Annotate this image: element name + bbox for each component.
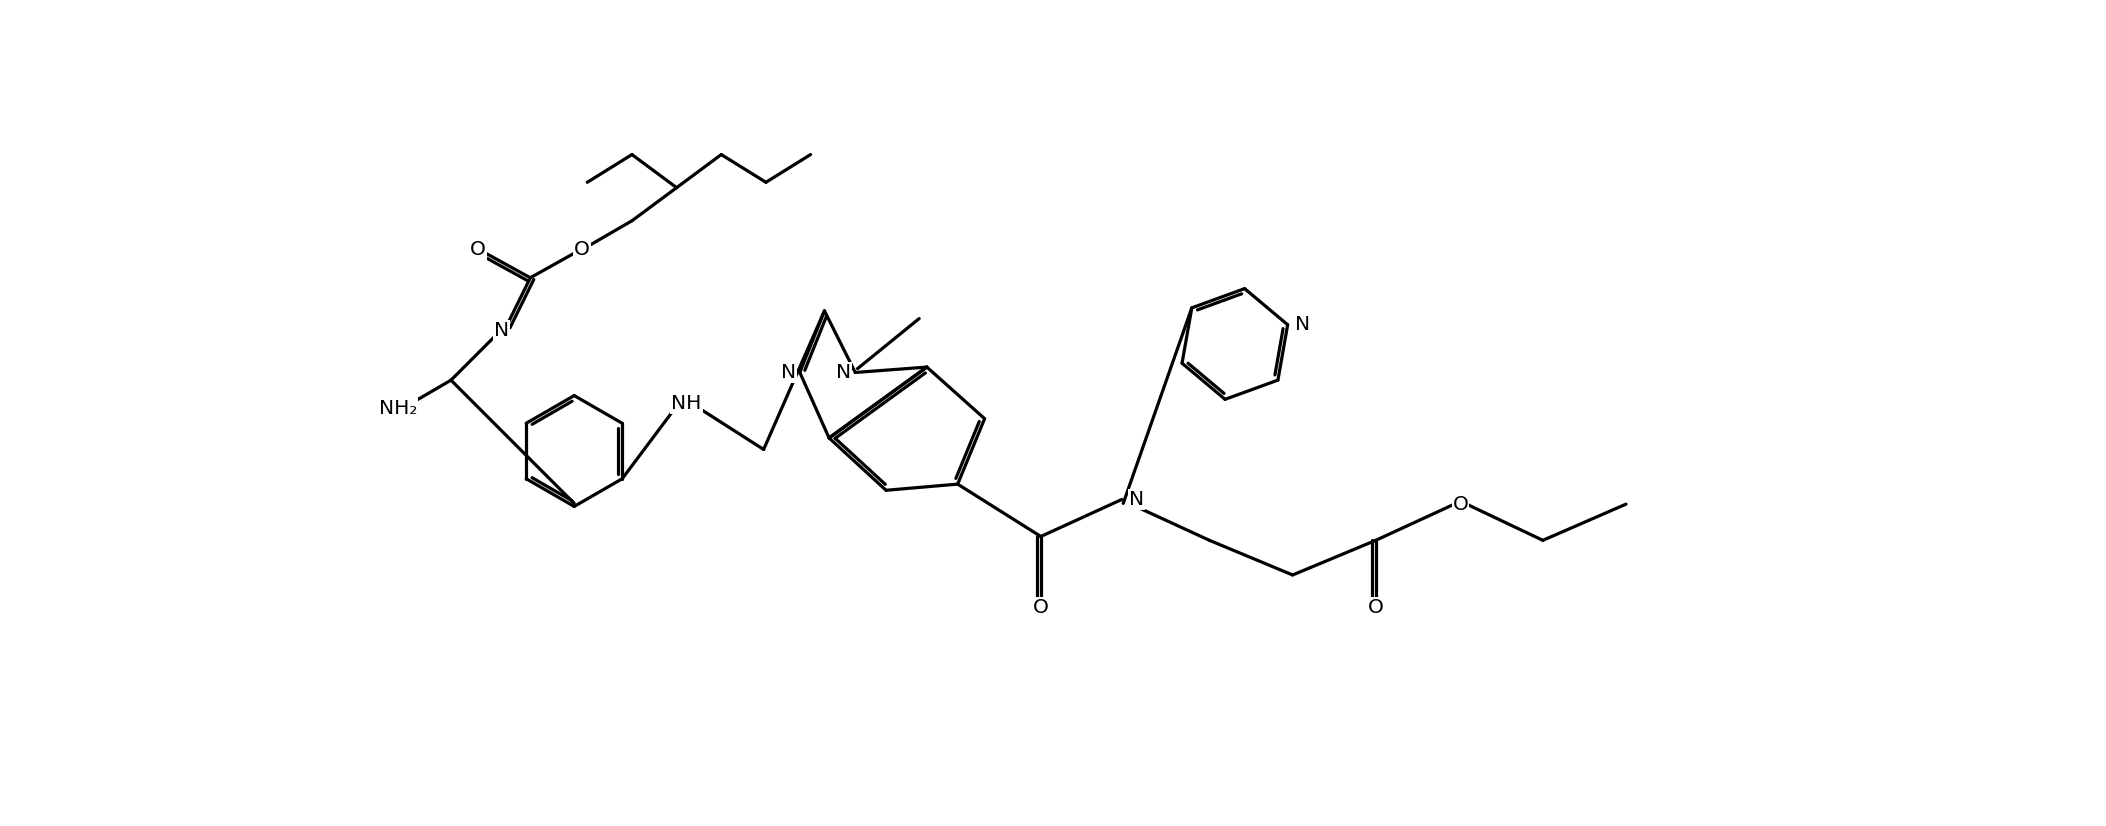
Text: N: N (1295, 316, 1310, 335)
Text: O: O (1032, 598, 1049, 617)
Text: NH₂: NH₂ (379, 399, 417, 418)
Text: N: N (836, 363, 851, 382)
Text: NH: NH (672, 394, 701, 413)
Text: O: O (1367, 598, 1384, 617)
Text: N: N (781, 363, 796, 382)
Text: O: O (1453, 495, 1468, 514)
Text: N: N (495, 320, 510, 339)
Text: O: O (470, 240, 486, 259)
Text: N: N (1129, 490, 1144, 509)
Text: O: O (575, 240, 590, 259)
